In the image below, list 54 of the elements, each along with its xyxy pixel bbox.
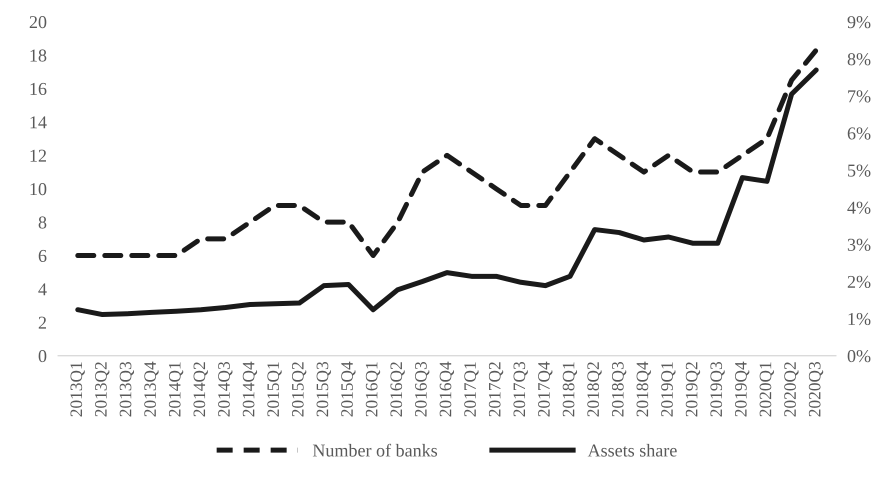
x-tick-label: 2016Q1 [366,362,380,416]
x-tick-label: 2019Q1 [661,362,676,416]
y2-tick-label: 5% [848,164,870,177]
x-tick-label: 2018Q2 [587,362,602,416]
x-tick-label: 2020Q2 [784,362,799,416]
y2-tick-label: 6% [848,127,870,140]
y2-tick-label: 8% [848,53,870,66]
x-tick-label: 2014Q3 [218,362,232,416]
x-tick-label: 2017Q2 [488,362,504,416]
y-tick-label: 4 [38,283,47,296]
y-tick-label: 18 [30,49,46,62]
x-tick-label: 2014Q2 [193,362,208,416]
y-tick-label: 20 [30,16,46,28]
x-tick-label: 2017Q3 [513,362,528,416]
x-tick-label: 2013Q4 [144,362,159,416]
y-tick-label: 16 [30,82,46,96]
y2-tick-label: 2% [848,276,870,288]
y-tick-label: 6 [38,250,46,262]
x-tick-label: 2018Q4 [636,362,651,416]
y-tick-label: 10 [30,183,46,196]
x-tick-label: 2013Q1 [70,362,85,416]
x-tick-label: 2018Q1 [562,362,578,416]
y2-tick-label: 7% [848,90,870,102]
x-tick-label: 2019Q4 [734,362,750,416]
y2-tick-label: 4% [847,202,870,214]
x-tick-label: 2016Q2 [390,362,405,416]
y-tick-label: 8 [38,216,46,229]
x-tick-label: 2020Q3 [808,362,824,416]
x-tick-label: 2019Q2 [686,362,700,416]
x-tick-label: 2017Q4 [538,362,552,416]
y2-tick-label: 9% [848,16,870,28]
y-tick-label: 12 [30,150,46,162]
x-tick-label: 2015Q2 [292,362,306,416]
x-tick-label: 2013Q3 [120,362,134,416]
x-tick-label: 2014Q1 [168,362,184,416]
x-tick-label: 2019Q3 [710,362,725,416]
x-tick-label: 2016Q4 [440,362,454,416]
x-tick-label: 2015Q1 [267,362,282,416]
y-tick-label: 2 [38,316,46,329]
legend-label: Assets share [588,444,677,457]
x-tick-label: 2013Q2 [95,362,110,416]
x-tick-label: 2014Q4 [242,362,258,416]
y-tick-label: 14 [30,116,47,128]
y2-tick-label: 3% [848,238,870,251]
legend-label: Number of banks [312,444,438,457]
x-tick-label: 2016Q3 [415,362,430,416]
x-tick-label: 2015Q3 [316,362,331,416]
x-tick-label: 2017Q1 [464,362,479,416]
y2-tick-label: 1% [848,312,870,326]
x-tick-label: 2020Q1 [760,362,774,416]
x-tick-label: 2015Q4 [341,362,356,416]
y-tick-label: 0 [38,350,46,362]
x-tick-label: 2018Q3 [612,362,626,416]
y2-tick-label: 0% [848,350,870,362]
